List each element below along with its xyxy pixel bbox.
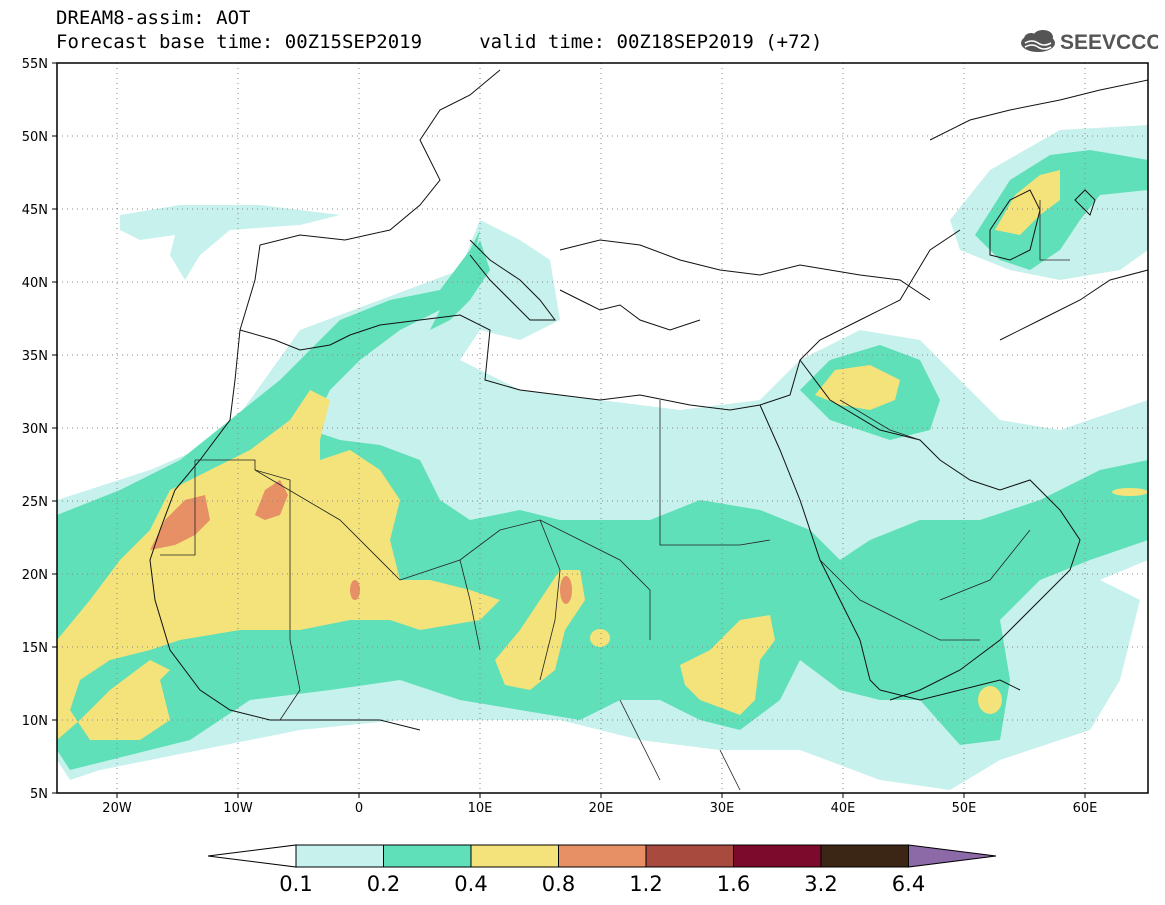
aot-0.4-spot-cam xyxy=(590,629,610,647)
lon-label: 0 xyxy=(355,801,363,816)
lon-label: 10W xyxy=(223,801,253,816)
logo-text: SEEVCCC xyxy=(1060,31,1158,54)
colorbar-swatch xyxy=(733,844,822,868)
cloud-icon xyxy=(1021,30,1055,52)
lon-label: 60E xyxy=(1073,801,1098,816)
colorbar xyxy=(207,844,997,868)
colorbar-label: 1.6 xyxy=(716,872,751,896)
aot-0.8-spot-small xyxy=(350,580,360,600)
aot-0.4-field-west-africa xyxy=(57,390,500,740)
lon-label: 50E xyxy=(952,801,977,816)
lat-label: 45N xyxy=(22,203,48,218)
lon-label: 20W xyxy=(102,801,132,816)
forecast-times: Forecast base time: 00Z15SEP2019 valid t… xyxy=(56,31,823,53)
lon-label: 30E xyxy=(710,801,735,816)
lat-label: 10N xyxy=(22,714,48,729)
lat-label: 15N xyxy=(22,641,48,656)
aot-fields xyxy=(57,125,1148,790)
lon-label: 10E xyxy=(468,801,493,816)
aot-0.4-field-iraq xyxy=(815,365,900,410)
aot-0.8-spot-chad xyxy=(560,576,572,604)
colorbar-label: 0.4 xyxy=(454,872,488,896)
colorbar-low-arrow xyxy=(207,844,297,868)
colorbar-swatch xyxy=(645,844,734,868)
lat-label: 25N xyxy=(22,495,48,510)
country-borders xyxy=(160,200,1070,791)
lat-label: 35N xyxy=(22,349,48,364)
aot-0.2-field-italy xyxy=(430,240,490,330)
lon-labels: 20W 10W 0 10E 20E 30E 40E 50E 60E xyxy=(102,801,1097,816)
colorbar-swatch xyxy=(295,844,384,868)
lat-label: 30N xyxy=(22,422,48,437)
colorbar-label: 0.1 xyxy=(279,872,313,896)
lat-label: 20N xyxy=(22,568,48,583)
axis-ticks xyxy=(52,62,1086,798)
seevccc-logo: SEEVCCC xyxy=(1021,30,1158,54)
lat-label: 40N xyxy=(22,276,48,291)
colorbar-high-arrow xyxy=(908,844,997,868)
colorbar-label: 0.2 xyxy=(366,872,401,896)
map-title: DREAM8-assim: AOT xyxy=(56,7,251,29)
lat-label: 50N xyxy=(22,130,48,145)
aot-0.4-spot-yemen xyxy=(978,686,1002,714)
colorbar-swatch xyxy=(383,844,472,868)
aot-0.1-plume-atlantic xyxy=(120,205,340,280)
gridlines xyxy=(57,63,1148,793)
coastlines xyxy=(149,69,1148,731)
aot-0.4-field-kazakh xyxy=(995,170,1060,235)
colorbar-swatch xyxy=(558,844,647,868)
colorbar-label: 3.2 xyxy=(804,872,838,896)
lat-label: 5N xyxy=(30,787,48,802)
lon-label: 40E xyxy=(831,801,856,816)
aot-0.8-spot-mali xyxy=(255,480,288,520)
aot-0.4-field-sudan xyxy=(680,615,775,715)
colorbar-swatch xyxy=(820,844,909,868)
lat-labels: 55N 50N 45N 40N 35N 30N 25N 20N 15N 10N … xyxy=(22,57,48,802)
lon-label: 20E xyxy=(589,801,614,816)
aot-0.2-field-ne xyxy=(975,150,1148,270)
colorbar-label: 0.8 xyxy=(541,872,576,896)
colorbar-swatch xyxy=(470,844,559,868)
aot-0.4-spot-gulf xyxy=(1112,488,1148,496)
aot-0.2-field-west xyxy=(57,230,1148,770)
colorbar-label: 6.4 xyxy=(891,872,926,896)
lat-label: 55N xyxy=(22,57,48,72)
colorbar-label: 1.2 xyxy=(629,872,663,896)
